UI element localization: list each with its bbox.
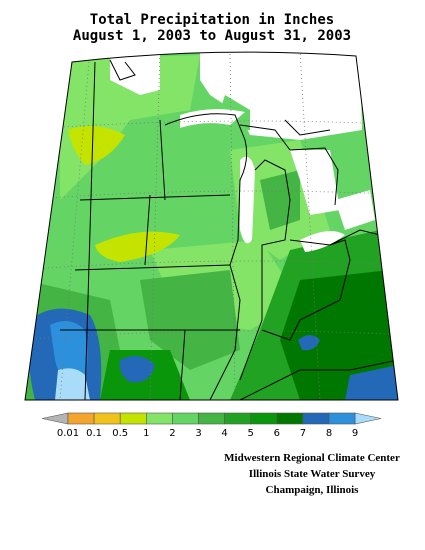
lake-huron (290, 150, 340, 215)
credit-line: Illinois State Water Survey (249, 468, 376, 480)
legend-label: 7 (300, 428, 306, 439)
title-line-1: Total Precipitation in Inches (90, 12, 334, 28)
legend-label: 9 (352, 428, 358, 439)
legend-label: 8 (326, 428, 332, 439)
lake-erie (300, 231, 345, 252)
legend-swatch (276, 412, 304, 425)
field-yellow (68, 126, 125, 165)
legend-swatch (93, 412, 121, 425)
legend-swatch (224, 412, 252, 425)
field-darkest (280, 270, 398, 400)
no-data (200, 52, 362, 140)
title-line-2: August 1, 2003 to August 31, 2003 (73, 28, 351, 44)
legend-label: 0.5 (112, 428, 128, 439)
legend-label: 0.01 (57, 428, 79, 439)
legend-swatch (250, 412, 278, 425)
legend-label: 1 (143, 428, 149, 439)
legend: 0.01 0.1 0.5 1 2 3 4 5 6 7 8 9 (41, 412, 382, 439)
field-medium (140, 270, 240, 370)
legend-label: 3 (195, 428, 201, 439)
credit-line: Champaign, Illinois (266, 484, 360, 496)
legend-label: 6 (274, 428, 280, 439)
field-blue (345, 365, 398, 400)
map-frame (24, 51, 399, 401)
field-blue (119, 356, 155, 383)
legend-swatch (67, 412, 95, 425)
credit-line: Midwestern Regional Climate Center (224, 452, 400, 464)
legend-swatch (328, 412, 356, 425)
legend-swatch (198, 412, 225, 425)
field-lightblue (55, 368, 90, 400)
legend-under (41, 412, 69, 425)
legend-swatch (146, 412, 173, 425)
field-medium (260, 170, 300, 230)
ontario (335, 190, 375, 230)
lake-michigan (240, 156, 255, 244)
field-yellow (95, 231, 180, 262)
legend-swatch (119, 412, 147, 425)
legend-swatch (302, 412, 330, 425)
legend-label: 2 (169, 428, 175, 439)
precipitation-map (25, 52, 398, 401)
legend-label: 0.1 (86, 428, 102, 439)
legend-over (354, 412, 382, 425)
legend-label: 4 (221, 428, 227, 439)
legend-swatch (172, 412, 199, 425)
field-blue-light (50, 321, 88, 381)
field-light (60, 55, 200, 200)
field-blue (298, 335, 320, 351)
legend-label: 5 (248, 428, 254, 439)
